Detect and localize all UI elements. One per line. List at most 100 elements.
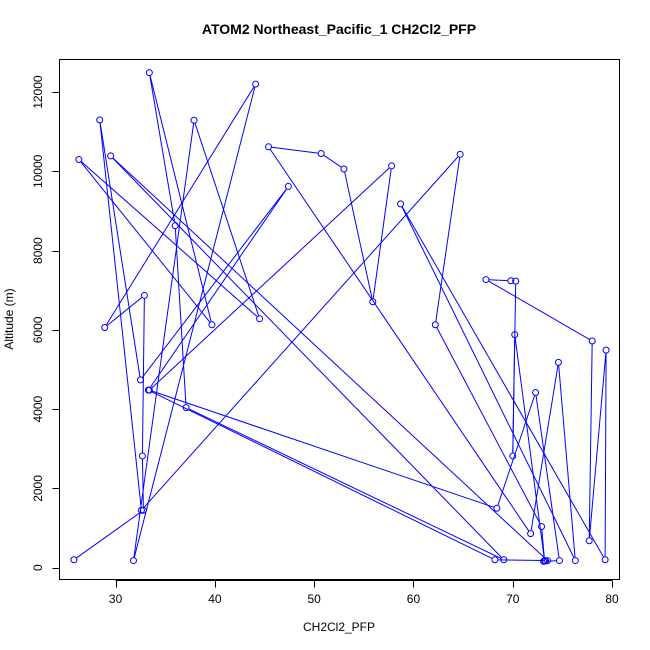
data-point	[491, 556, 499, 564]
series-segment	[323, 155, 342, 168]
x-tick-label: 50	[308, 592, 322, 606]
series-segment	[436, 327, 541, 524]
data-point	[340, 165, 348, 173]
y-tick-label: 2000	[31, 475, 45, 502]
data-point	[571, 557, 579, 565]
y-tick-label: 0	[31, 564, 45, 571]
data-point	[456, 150, 464, 158]
series-segment	[194, 123, 259, 316]
x-tick-label: 30	[109, 592, 123, 606]
data-point	[101, 324, 109, 332]
data-point	[388, 162, 396, 170]
data-point	[538, 522, 546, 530]
x-tick-label: 80	[605, 592, 619, 606]
series-segment	[401, 206, 604, 558]
series-segment	[512, 284, 517, 453]
data-point	[75, 155, 83, 163]
data-point	[252, 80, 260, 88]
x-tick-label: 70	[506, 592, 520, 606]
series-segment	[588, 344, 593, 538]
data-point	[511, 331, 519, 339]
data-point	[136, 376, 144, 384]
series-segment	[151, 391, 493, 559]
data-point	[145, 69, 153, 77]
data-point	[256, 315, 264, 323]
series-segment	[99, 123, 141, 377]
series-segment	[435, 157, 461, 322]
x-axis: 30 40 50 60 70 80	[109, 580, 619, 606]
data-point	[190, 116, 198, 124]
data-point	[138, 452, 146, 460]
data-point	[284, 182, 292, 190]
x-tick-label: 60	[407, 592, 421, 606]
series-segment	[106, 86, 255, 325]
data-point	[554, 358, 562, 366]
series-segment	[530, 365, 559, 531]
series-lines	[76, 75, 607, 562]
data-point	[512, 277, 520, 285]
data-point	[507, 277, 515, 285]
series-segment	[604, 353, 607, 557]
series-segment	[589, 353, 607, 538]
data-point	[145, 386, 153, 394]
series-segment	[514, 337, 545, 558]
data-point	[509, 452, 517, 460]
data-point	[96, 116, 104, 124]
series-segment	[142, 188, 287, 378]
y-tick-label: 8000	[31, 237, 45, 264]
data-point	[542, 557, 550, 565]
series-segment	[133, 123, 195, 558]
data-point	[369, 298, 377, 306]
series-segment	[558, 365, 576, 558]
data-point	[431, 321, 439, 329]
series-segment	[149, 75, 176, 223]
series-segment	[372, 169, 392, 299]
data-point	[182, 404, 190, 412]
y-axis-label: Altitude (m)	[2, 288, 16, 349]
data-point	[602, 346, 610, 354]
x-tick-label: 40	[208, 592, 222, 606]
series-segment	[488, 280, 590, 340]
data-point	[527, 530, 535, 538]
data-point	[500, 556, 508, 564]
series-points	[70, 69, 610, 565]
series-segment	[112, 157, 546, 559]
data-point	[171, 222, 179, 230]
data-point	[265, 143, 273, 151]
y-axis: 0 2000 4000 6000 8000 10000 12000	[31, 75, 60, 571]
series-segment	[497, 395, 535, 506]
series-segment	[344, 172, 373, 299]
y-tick-label: 4000	[31, 396, 45, 423]
data-point	[601, 556, 609, 564]
data-point	[317, 150, 325, 158]
data-point	[493, 504, 501, 512]
series-segment	[76, 511, 141, 559]
series-segment	[489, 279, 508, 282]
series-segment	[81, 161, 258, 317]
y-tick-label: 6000	[31, 316, 45, 343]
data-point	[107, 152, 115, 160]
series-segment	[188, 408, 501, 559]
data-point	[555, 557, 563, 565]
chart-title: ATOM2 Northeast_Pacific_1 CH2Cl2_PFP	[202, 21, 476, 37]
x-axis-label: CH2Cl2_PFP	[303, 620, 375, 634]
y-tick-label: 12000	[31, 75, 45, 109]
series-segment	[149, 188, 287, 388]
series-segment	[174, 229, 187, 405]
data-point	[70, 556, 78, 564]
y-tick-label: 10000	[31, 154, 45, 188]
series-segment	[151, 167, 390, 389]
series-segment	[80, 161, 211, 323]
data-point	[137, 506, 145, 514]
data-point	[482, 276, 490, 284]
series-segment	[270, 149, 530, 532]
data-point	[139, 506, 147, 514]
data-point	[140, 291, 148, 299]
data-point	[532, 389, 540, 397]
data-point	[585, 537, 593, 545]
data-point	[129, 557, 137, 565]
series-segment	[143, 156, 459, 509]
series-segment	[401, 206, 575, 558]
data-point	[588, 337, 596, 345]
